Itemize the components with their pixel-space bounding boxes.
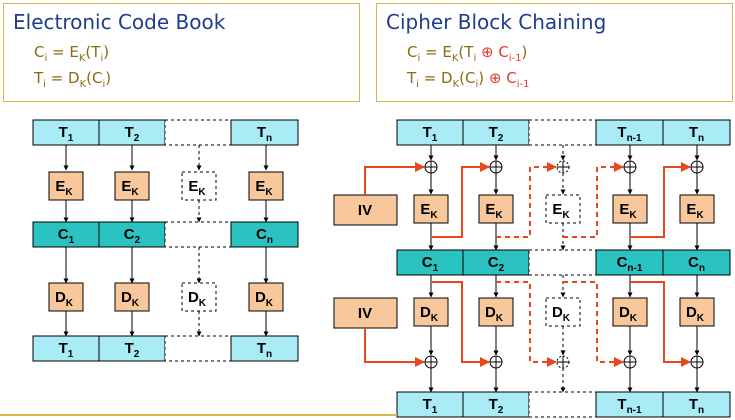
cbc-encrypt-box (545, 194, 581, 224)
ecb-encrypt-box (248, 171, 284, 201)
cbc-ciphertext-row-cell (528, 249, 597, 276)
cbc-chain-dec (563, 281, 624, 367)
cbc-decrypted-row-cell (595, 391, 664, 418)
ecb-decrypted-row-cell (230, 335, 299, 362)
cbc-decrypted-row-label: Tn (689, 396, 704, 416)
ecb-plaintext-row-cell (164, 119, 232, 146)
ecb-plaintext-row-cell (230, 119, 299, 146)
ecb-encrypt-box-label: EK (121, 178, 139, 198)
cbc-encrypt-box-label: EK (619, 201, 637, 221)
cbc-decrypted-row-label: Tn-1 (617, 396, 642, 416)
ecb-decrypted-row-label: T1 (59, 340, 74, 360)
ecb-decrypt-box (48, 282, 84, 312)
cbc-plaintext-row-cell (662, 119, 731, 146)
cbc-iv-to-dxor1 (364, 328, 425, 367)
ecb-encrypt-box-label: EK (188, 178, 206, 198)
cbc-plaintext-row-label: Tn (689, 124, 704, 144)
cbc-encrypt-box-label: EK (485, 201, 503, 221)
cbc-plaintext-row-cell (528, 119, 597, 146)
ecb-header-box: Electronic Code Book Ci = EK(Ti) Ti = DK… (3, 3, 360, 102)
cbc-ciphertext-row-label: Cn-1 (617, 254, 643, 274)
cbc-decrypt-box-label: DK (686, 304, 705, 324)
cbc-chain-enc (496, 162, 557, 238)
cbc-decrypted-row-label: T1 (423, 396, 438, 416)
cbc-chain-dec (431, 281, 490, 367)
cbc-chain-dec (496, 281, 557, 367)
ecb-decrypt-box-label: DK (121, 289, 140, 309)
cbc-encrypt-box-label: EK (552, 201, 570, 221)
ecb-title: Electronic Code Book (13, 10, 226, 34)
ecb-decrypt-box-label: DK (188, 289, 207, 309)
cbc-iv-decrypt-box (333, 297, 398, 329)
cbc-plaintext-row-label: T2 (489, 124, 504, 144)
cbc-plaintext-row-cell (396, 119, 464, 146)
cbc-encrypt-equation: Ci = EK(Ti ⊕ Ci-1) (407, 43, 528, 64)
ecb-decrypt-box-label: DK (255, 289, 274, 309)
ecb-decrypt-equation: Ti = DK(Ci) (34, 69, 112, 90)
ecb-encrypt-box-label: EK (255, 178, 273, 198)
cbc-iv-encrypt-label: IV (358, 202, 372, 219)
cbc-title: Cipher Block Chaining (386, 10, 607, 34)
ecb-ciphertext-row-label: C1 (58, 226, 75, 246)
ecb-plaintext-row-cell (98, 119, 166, 146)
ecb-decrypt-box (181, 282, 217, 312)
cbc-decrypt-equation: Ti = DK(Ci) ⊕ Ci-1 (407, 69, 530, 90)
ecb-decrypted-row-label: T2 (125, 340, 140, 360)
ecb-decrypt-box (114, 282, 150, 312)
cbc-encrypt-box (478, 194, 514, 224)
cbc-decrypt-box-label: DK (619, 304, 638, 324)
cbc-encrypt-box (612, 194, 648, 224)
cbc-ciphertext-row-cell (595, 249, 664, 276)
cbc-decrypt-box (612, 297, 648, 327)
cbc-ciphertext-row-label: Cn (688, 254, 705, 274)
ecb-plaintext-row-label: Tn (257, 124, 272, 144)
cbc-chain-dec (630, 281, 691, 367)
ecb-decrypt-box (248, 282, 284, 312)
cbc-iv-to-xor1 (364, 162, 425, 195)
ecb-plaintext-row-label: T2 (125, 124, 140, 144)
ecb-decrypted-row-label: Tn (257, 340, 272, 360)
cbc-plaintext-row-label: T1 (423, 124, 438, 144)
cbc-ciphertext-row-label: C1 (422, 254, 439, 274)
cbc-decrypted-row-label: T2 (489, 396, 504, 416)
cbc-ciphertext-row-label: C2 (488, 254, 505, 274)
cbc-chain-enc (563, 162, 624, 238)
cbc-iv-encrypt-box (333, 194, 398, 226)
cbc-decrypt-box-label: DK (420, 304, 439, 324)
cbc-encrypt-box-label: EK (686, 201, 704, 221)
ecb-ciphertext-row-cell (98, 221, 166, 248)
cbc-header-box: Cipher Block Chaining Ci = EK(Ti ⊕ Ci-1)… (376, 3, 733, 102)
ecb-ciphertext-row-cell (230, 221, 299, 248)
cbc-ciphertext-row-cell (462, 249, 530, 276)
ecb-plaintext-row-label: T1 (59, 124, 74, 144)
cbc-iv-decrypt-label: IV (358, 305, 372, 322)
cbc-decrypted-row-cell (662, 391, 731, 418)
cbc-plaintext-row-label: Tn-1 (617, 124, 642, 144)
cbc-encrypt-box (413, 194, 449, 224)
cbc-decrypt-box-label: DK (552, 304, 571, 324)
ecb-ciphertext-row-label: C2 (124, 226, 141, 246)
cbc-chain-enc (431, 162, 490, 238)
ecb-encrypt-equation: Ci = EK(Ti) (34, 43, 110, 64)
ecb-encrypt-box-label: EK (55, 178, 73, 198)
cbc-encrypt-box (679, 194, 715, 224)
ecb-encrypt-box (181, 171, 217, 201)
cbc-plaintext-row-cell (595, 119, 664, 146)
ecb-decrypted-row-cell (164, 335, 232, 362)
ecb-decrypted-row-cell (98, 335, 166, 362)
ecb-decrypt-box-label: DK (55, 289, 74, 309)
cbc-decrypt-box (679, 297, 715, 327)
cbc-decrypted-row-cell (396, 391, 464, 418)
cbc-decrypted-row-cell (528, 391, 597, 418)
ecb-ciphertext-row-label: Cn (256, 226, 273, 246)
cbc-chain-enc (630, 162, 691, 238)
ecb-ciphertext-row-cell (164, 221, 232, 248)
cbc-encrypt-box-label: EK (420, 201, 438, 221)
cbc-decrypt-box-label: DK (485, 304, 504, 324)
